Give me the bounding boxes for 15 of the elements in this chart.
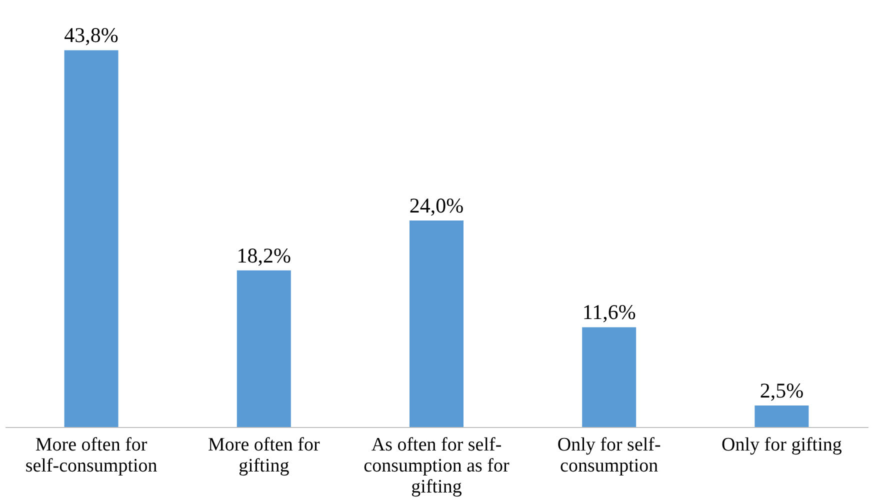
bar [754, 405, 809, 427]
data-label: 24,0% [409, 194, 464, 218]
bar [64, 50, 118, 427]
x-tick-label: As often for self-consumption as for gifting [364, 434, 510, 498]
data-label: 43,8% [64, 23, 118, 48]
data-label: 2,5% [760, 378, 804, 402]
bar [236, 270, 291, 427]
data-label: 11,6% [582, 300, 636, 324]
x-tick-label: More often for gifting [208, 434, 320, 476]
x-tick-label: Only for gifting [722, 434, 842, 456]
x-tick-label: Only for self-consumption [557, 434, 661, 476]
bar [582, 327, 636, 427]
data-label: 18,2% [236, 243, 292, 268]
x-tick-label: More often for self-consumption [25, 434, 158, 476]
bar [410, 220, 464, 427]
